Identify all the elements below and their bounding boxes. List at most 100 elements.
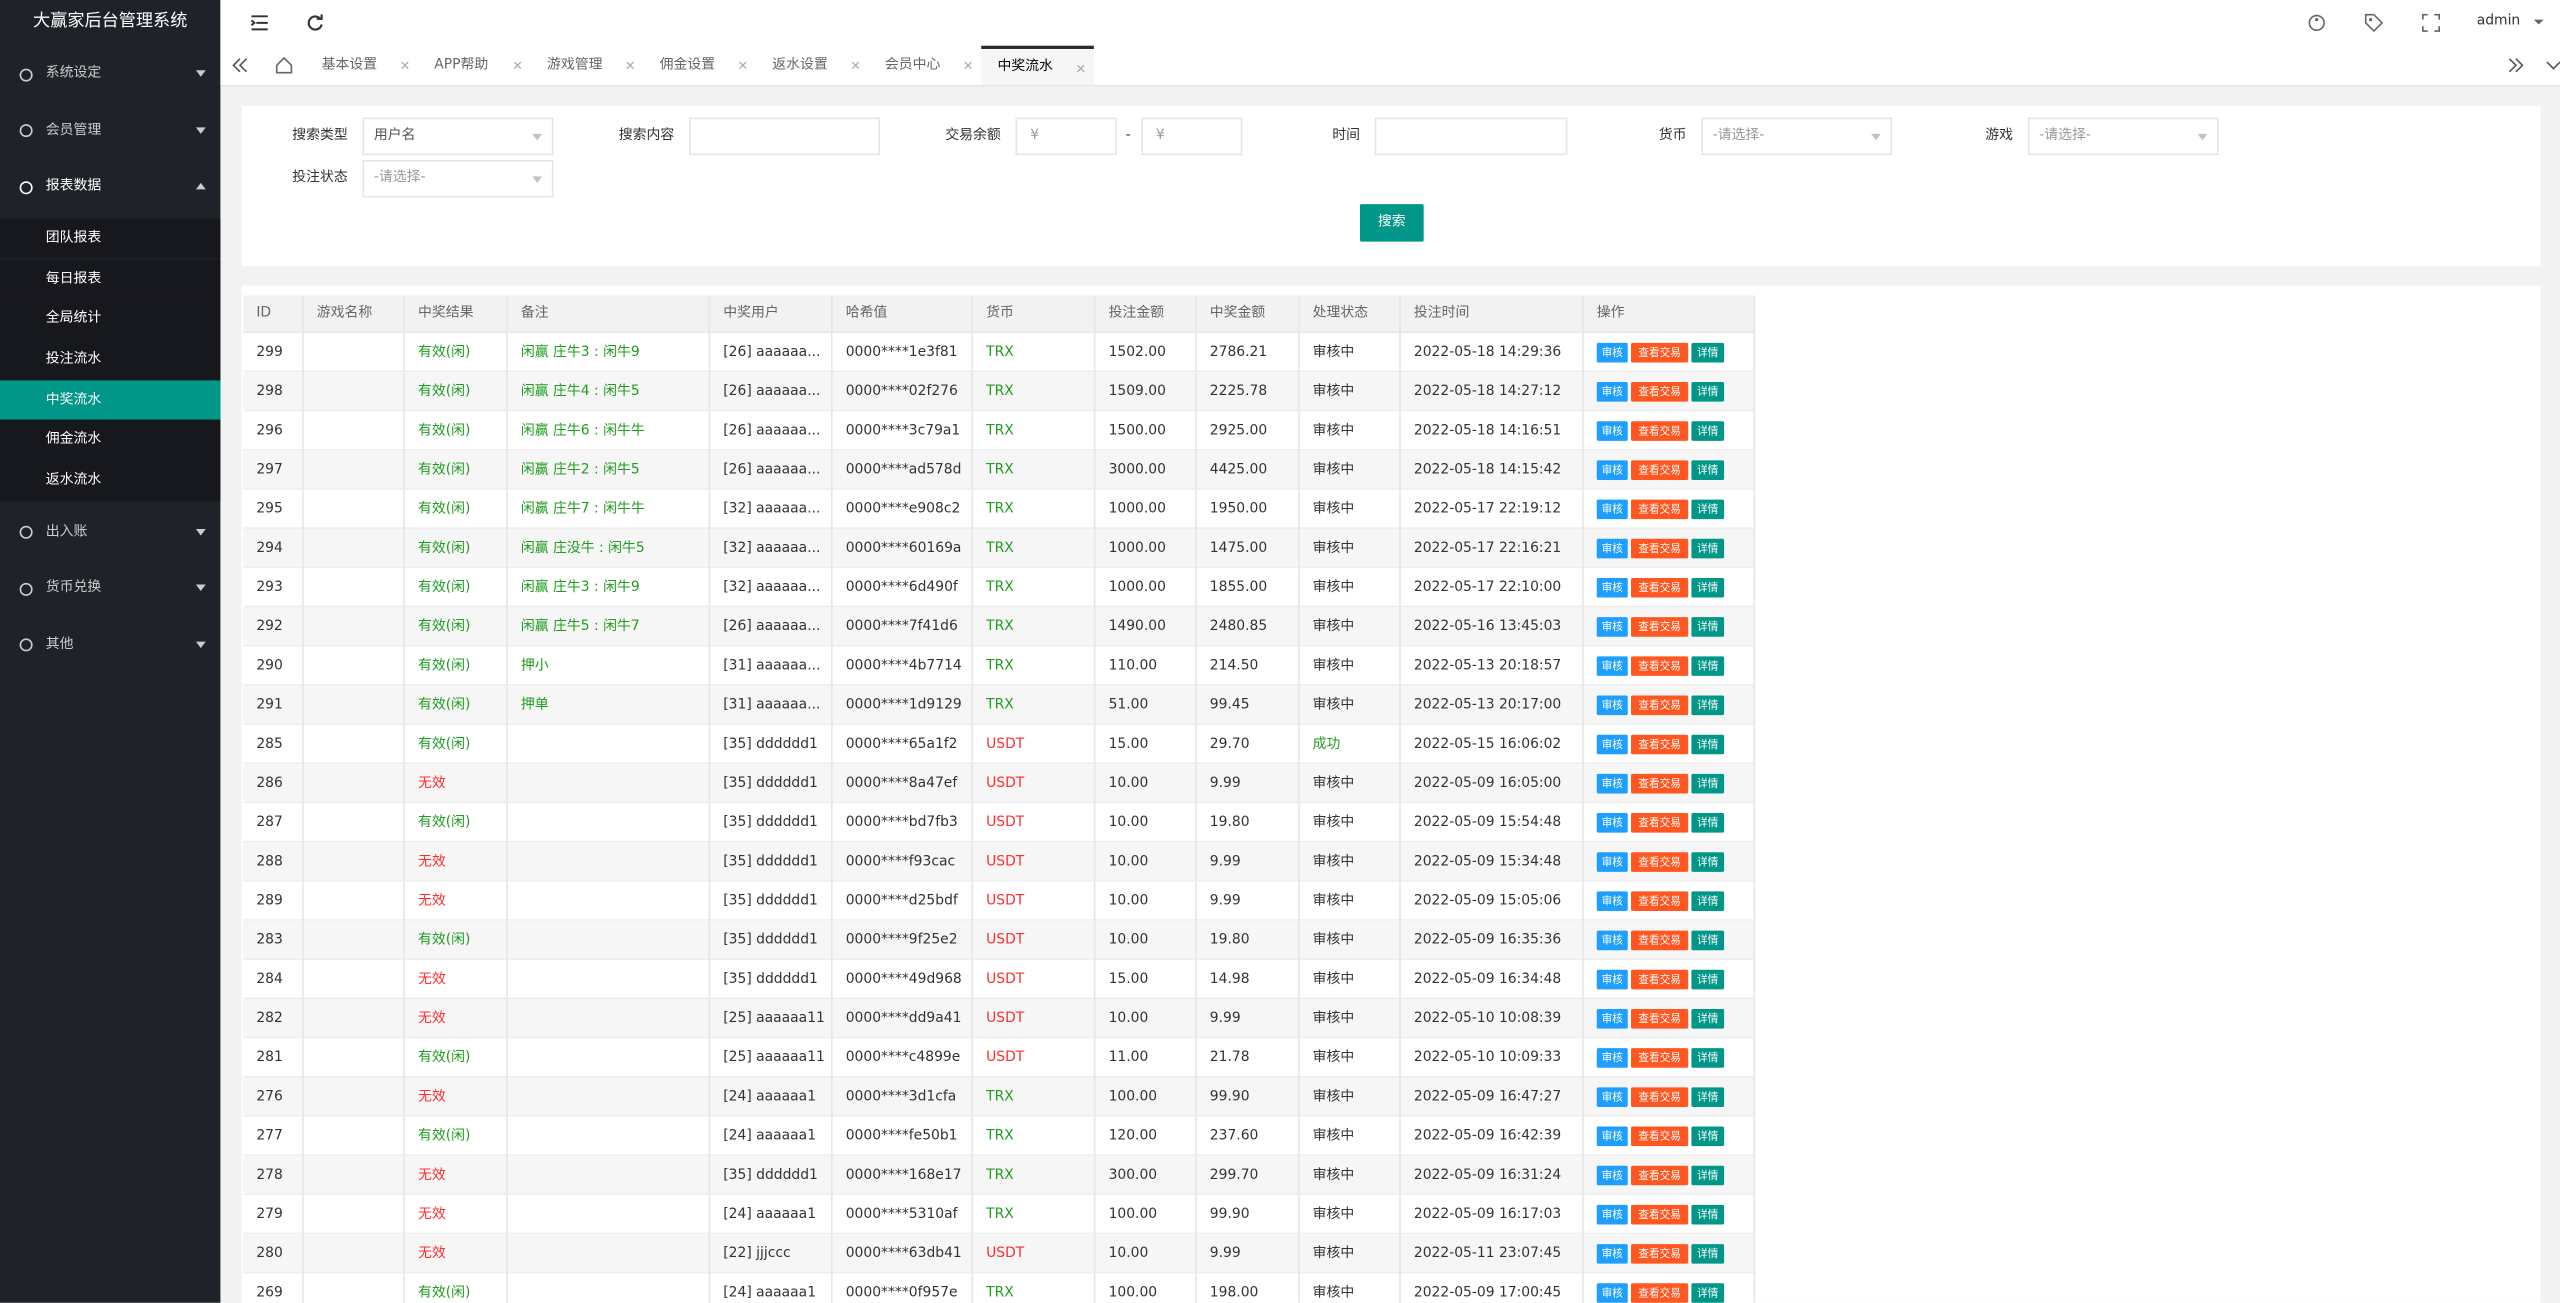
- submenu-item[interactable]: 团队报表: [0, 218, 220, 258]
- action-button[interactable]: 查看交易: [1631, 382, 1688, 402]
- menu-item[interactable]: 报表数据: [0, 159, 220, 215]
- action-button[interactable]: 审核: [1597, 852, 1628, 872]
- currency-select[interactable]: -请选择-: [1701, 118, 1892, 156]
- tab[interactable]: 游戏管理: [531, 46, 644, 85]
- action-button[interactable]: 详情: [1691, 1283, 1724, 1303]
- tab[interactable]: 返水设置: [756, 46, 869, 85]
- action-button[interactable]: 审核: [1597, 1205, 1628, 1225]
- action-button[interactable]: 查看交易: [1631, 578, 1688, 598]
- tab[interactable]: 佣金设置: [643, 46, 756, 85]
- action-button[interactable]: 审核: [1597, 500, 1628, 520]
- action-button[interactable]: 审核: [1597, 931, 1628, 951]
- action-button[interactable]: 查看交易: [1631, 1244, 1688, 1264]
- tab-close[interactable]: [1076, 64, 1086, 74]
- tab-close[interactable]: [963, 60, 973, 70]
- action-button[interactable]: 详情: [1691, 813, 1724, 833]
- action-button[interactable]: 详情: [1691, 421, 1724, 441]
- action-button[interactable]: 审核: [1597, 774, 1628, 794]
- action-button[interactable]: 审核: [1597, 539, 1628, 559]
- action-button[interactable]: 查看交易: [1631, 1048, 1688, 1068]
- tag-icon[interactable]: [2364, 13, 2384, 33]
- action-button[interactable]: 查看交易: [1631, 696, 1688, 716]
- menu-label[interactable]: 报表数据: [46, 159, 102, 215]
- tabs-more[interactable]: [2545, 57, 2560, 73]
- action-button[interactable]: 查看交易: [1631, 1205, 1688, 1225]
- action-button[interactable]: 审核: [1597, 735, 1628, 755]
- tab-label[interactable]: 返水设置: [772, 46, 828, 85]
- game-select[interactable]: -请选择-: [2028, 118, 2219, 156]
- menu-item[interactable]: 系统设定: [0, 46, 220, 102]
- action-button[interactable]: 查看交易: [1631, 1087, 1688, 1107]
- tab[interactable]: 基本设置: [305, 46, 418, 85]
- action-button[interactable]: 审核: [1597, 1087, 1628, 1107]
- menu-label[interactable]: 其他: [46, 617, 74, 673]
- balance-min-input[interactable]: ¥: [1016, 118, 1117, 156]
- tab[interactable]: 中奖流水: [981, 46, 1094, 85]
- menu-label[interactable]: 出入账: [46, 504, 88, 560]
- tab-close[interactable]: [513, 60, 523, 70]
- action-button[interactable]: 审核: [1597, 696, 1628, 716]
- search-button[interactable]: 搜索: [1360, 204, 1424, 242]
- action-button[interactable]: 详情: [1691, 500, 1724, 520]
- tab-close[interactable]: [738, 60, 748, 70]
- action-button[interactable]: 详情: [1691, 1127, 1724, 1147]
- action-button[interactable]: 审核: [1597, 1048, 1628, 1068]
- fullscreen-icon[interactable]: [2421, 13, 2441, 33]
- menu-label[interactable]: 会员管理: [46, 102, 102, 158]
- submenu-item[interactable]: 投注流水: [0, 339, 220, 379]
- action-button[interactable]: 查看交易: [1631, 539, 1688, 559]
- action-button[interactable]: 查看交易: [1631, 735, 1688, 755]
- username[interactable]: admin: [2477, 13, 2520, 29]
- action-button[interactable]: 详情: [1691, 578, 1724, 598]
- action-button[interactable]: 查看交易: [1631, 343, 1688, 363]
- tabs-next[interactable]: [2506, 57, 2526, 73]
- theme-icon[interactable]: [2307, 13, 2327, 33]
- action-button[interactable]: 详情: [1691, 1009, 1724, 1029]
- tab-label[interactable]: 基本设置: [322, 46, 378, 85]
- submenu-item[interactable]: 全局统计: [0, 299, 220, 339]
- action-button[interactable]: 查看交易: [1631, 500, 1688, 520]
- action-button[interactable]: 查看交易: [1631, 460, 1688, 480]
- action-button[interactable]: 查看交易: [1631, 813, 1688, 833]
- search-content-input[interactable]: [689, 118, 880, 156]
- action-button[interactable]: 审核: [1597, 1127, 1628, 1147]
- tab-label[interactable]: 游戏管理: [547, 46, 603, 85]
- action-button[interactable]: 详情: [1691, 696, 1724, 716]
- action-button[interactable]: 详情: [1691, 774, 1724, 794]
- user-menu[interactable]: admin: [2477, 0, 2520, 44]
- action-button[interactable]: 查看交易: [1631, 852, 1688, 872]
- balance-max-input[interactable]: ¥: [1141, 118, 1242, 156]
- menu-item[interactable]: 会员管理: [0, 102, 220, 158]
- action-button[interactable]: 审核: [1597, 382, 1628, 402]
- action-button[interactable]: 详情: [1691, 617, 1724, 637]
- action-button[interactable]: 审核: [1597, 460, 1628, 480]
- search-type-select[interactable]: 用户名: [362, 118, 553, 156]
- action-button[interactable]: 审核: [1597, 1166, 1628, 1186]
- action-button[interactable]: 详情: [1691, 931, 1724, 951]
- action-button[interactable]: 详情: [1691, 460, 1724, 480]
- submenu-item[interactable]: 中奖流水: [0, 380, 220, 420]
- action-button[interactable]: 查看交易: [1631, 421, 1688, 441]
- action-button[interactable]: 审核: [1597, 656, 1628, 676]
- menu-label[interactable]: 系统设定: [46, 46, 102, 102]
- action-button[interactable]: 查看交易: [1631, 656, 1688, 676]
- action-button[interactable]: 审核: [1597, 891, 1628, 911]
- tab-label[interactable]: 佣金设置: [660, 46, 716, 85]
- action-button[interactable]: 详情: [1691, 1244, 1724, 1264]
- action-button[interactable]: 详情: [1691, 343, 1724, 363]
- action-button[interactable]: 详情: [1691, 382, 1724, 402]
- home-icon[interactable]: [274, 56, 294, 76]
- action-button[interactable]: 详情: [1691, 1048, 1724, 1068]
- action-button[interactable]: 查看交易: [1631, 1166, 1688, 1186]
- action-button[interactable]: 查看交易: [1631, 1009, 1688, 1029]
- menu-item[interactable]: 货币兑换: [0, 560, 220, 616]
- action-button[interactable]: 审核: [1597, 970, 1628, 990]
- action-button[interactable]: 查看交易: [1631, 1127, 1688, 1147]
- action-button[interactable]: 详情: [1691, 852, 1724, 872]
- tab[interactable]: APP帮助: [418, 46, 531, 85]
- tabs-prev[interactable]: [230, 57, 250, 73]
- action-button[interactable]: 查看交易: [1631, 617, 1688, 637]
- submenu-item[interactable]: 佣金流水: [0, 420, 220, 460]
- time-input[interactable]: [1375, 118, 1568, 156]
- menu-toggle-icon[interactable]: [250, 13, 270, 33]
